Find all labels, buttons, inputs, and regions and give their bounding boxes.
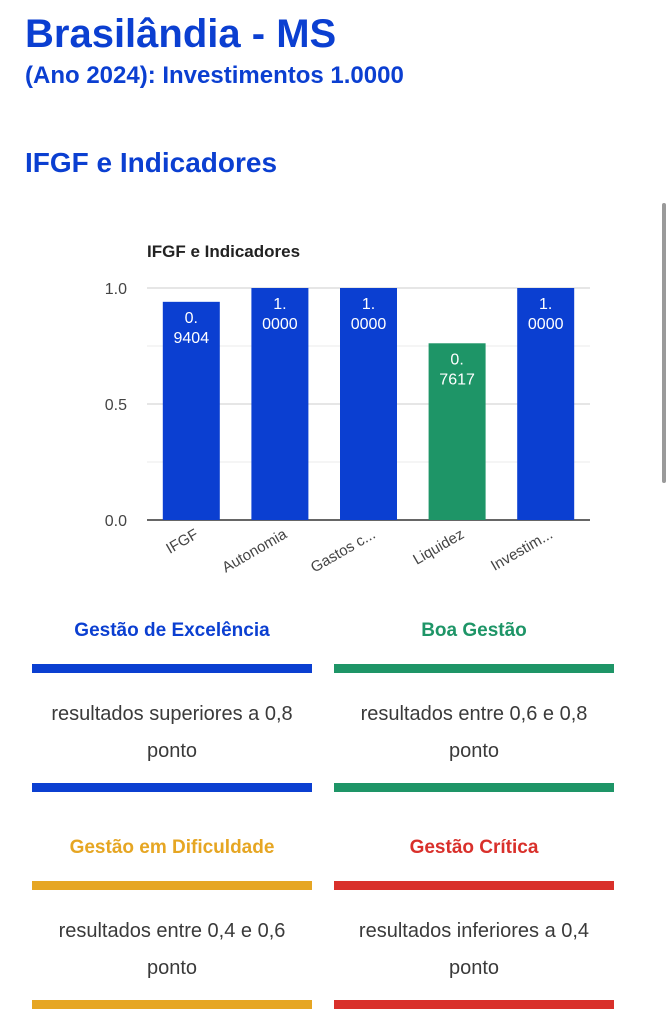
data-label: 9404 [174,330,210,347]
legend-card-color-bar [334,1000,614,1009]
data-label: 0000 [262,316,298,333]
legend-card-title: Gestão de Excelência [74,620,270,641]
legend-card-title: Boa Gestão [421,620,527,641]
y-tick-label: 0.0 [105,513,127,530]
x-tick-label: Investim... [488,526,556,575]
indicators-bar-chart: IFGF e Indicadores 0.0 0.5 1.0 0. 9404 1. 000… [105,242,590,576]
data-label: 1. [539,296,552,313]
legend-grid: Gestão de Excelência resultados superior… [32,600,614,1020]
data-label: 7617 [439,371,475,388]
data-label: 1. [273,296,286,313]
legend-card-difficulty: Gestão em Dificuldade resultados entre 0… [32,817,312,1017]
legend-card-color-bar [32,881,312,890]
legend-card-good: Boa Gestão resultados entre 0,6 e 0,8 po… [334,600,614,800]
y-axis-ticks: 0.0 0.5 1.0 [105,281,127,530]
page-title: Brasilândia - MS [25,12,337,56]
legend-card-text: resultados superiores a 0,8 ponto [51,703,293,762]
legend-card-text: resultados entre 0,6 e 0,8 ponto [360,703,588,762]
bar[interactable] [340,288,397,520]
y-tick-label: 1.0 [105,281,127,298]
legend-card-critical: Gestão Crítica resultados inferiores a 0… [334,817,614,1017]
legend-card-title: Gestão Crítica [409,837,539,858]
x-axis-ticks: IFGF Autonomia Gastos c... Liquidez Investim… [163,525,555,576]
y-tick-label: 0.5 [105,397,127,414]
x-tick-label: IFGF [163,526,201,558]
x-tick-label: Autonomia [219,525,290,576]
legend-card-color-bar [32,664,312,673]
x-tick-label: Gastos c... [308,526,379,577]
bar[interactable] [428,343,486,520]
bars [162,288,575,520]
legend-card-excellence: Gestão de Excelência resultados superior… [32,600,312,800]
scrollbar[interactable] [662,203,666,483]
data-label: 0. [185,310,198,327]
section-title: IFGF e Indicadores [25,147,278,178]
chart-title: IFGF e Indicadores [147,242,300,261]
legend-card-color-bar [334,783,614,792]
data-label: 0000 [351,316,387,333]
legend-card-text: resultados inferiores a 0,4 ponto [358,920,590,979]
legend-card-text: resultados entre 0,4 e 0,6 ponto [58,920,286,979]
bar[interactable] [162,301,220,520]
legend-card-color-bar [32,783,312,792]
bar[interactable] [251,288,309,520]
bar[interactable] [517,288,575,520]
data-label: 0. [450,351,463,368]
data-label: 1. [362,296,375,313]
legend-card-color-bar [334,664,614,673]
legend-card-title: Gestão em Dificuldade [69,837,275,858]
legend-card-color-bar [334,881,614,890]
x-tick-label: Liquidez [410,526,467,569]
page-subtitle: (Ano 2024): Investimentos 1.0000 [25,62,404,89]
data-labels: 0. 9404 1. 0000 1. 0000 0. 7617 1. 0000 [174,296,564,388]
legend-card-color-bar [32,1000,312,1009]
data-label: 0000 [528,316,564,333]
